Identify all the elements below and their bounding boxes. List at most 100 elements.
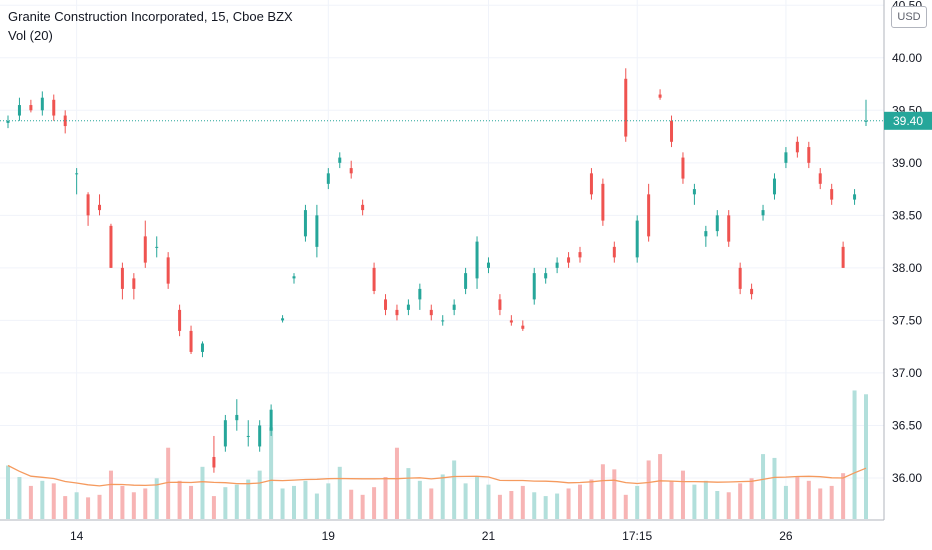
candle-body[interactable] <box>761 210 765 216</box>
candle-body[interactable] <box>40 97 44 111</box>
candle-body[interactable] <box>567 257 571 263</box>
candle-body[interactable] <box>178 309 182 331</box>
price-tick-label: 40.00 <box>892 51 922 65</box>
volume-bar <box>6 465 10 519</box>
candle-body[interactable] <box>418 288 422 300</box>
candle-body[interactable] <box>235 414 239 421</box>
volume-bar <box>97 494 102 519</box>
candle-body[interactable] <box>75 173 79 175</box>
price-tick-label: 36.50 <box>892 418 922 432</box>
candle-body[interactable] <box>441 320 445 322</box>
candle-body[interactable] <box>223 420 227 447</box>
volume-bar <box>749 478 754 519</box>
volume-bar <box>692 484 697 519</box>
candle-body[interactable] <box>772 178 776 195</box>
candle-body[interactable] <box>86 194 90 216</box>
candle-body[interactable] <box>681 157 685 179</box>
candle-body[interactable] <box>361 204 365 211</box>
candle-body[interactable] <box>109 225 113 268</box>
volume-bar <box>417 480 422 519</box>
candle-body[interactable] <box>532 273 536 300</box>
candle-body[interactable] <box>338 157 342 163</box>
candle-body[interactable] <box>715 215 719 232</box>
candle-body[interactable] <box>200 343 204 352</box>
candle-body[interactable] <box>818 173 822 184</box>
candle-body[interactable] <box>807 147 811 163</box>
candle-body[interactable] <box>452 304 456 310</box>
candle-body[interactable] <box>578 252 582 258</box>
candle-body[interactable] <box>384 299 388 310</box>
candle-body[interactable] <box>853 194 857 200</box>
candle-body[interactable] <box>658 94 662 98</box>
candle-body[interactable] <box>120 267 124 289</box>
candle-body[interactable] <box>406 304 410 310</box>
candle-body[interactable] <box>292 276 296 279</box>
candle-body[interactable] <box>589 173 593 195</box>
candle-body[interactable] <box>155 246 159 248</box>
candle-body[interactable] <box>189 330 193 352</box>
candle-body[interactable] <box>395 309 399 316</box>
candle-body[interactable] <box>258 425 262 447</box>
candle-body[interactable] <box>303 210 307 237</box>
candle-body[interactable] <box>738 267 742 289</box>
volume-bar <box>864 394 868 519</box>
candle-body[interactable] <box>326 173 330 184</box>
candle-body[interactable] <box>281 318 285 321</box>
candle-body[interactable] <box>486 262 490 268</box>
price-tick-label: 38.50 <box>892 208 922 222</box>
candle-body[interactable] <box>692 189 696 195</box>
candle-body[interactable] <box>841 246 845 268</box>
candle-body[interactable] <box>166 257 170 284</box>
candle-body[interactable] <box>624 78 628 137</box>
candle-body[interactable] <box>29 105 33 111</box>
candle-body[interactable] <box>555 262 559 268</box>
candle-body[interactable] <box>315 215 319 247</box>
candle-body[interactable] <box>864 120 868 122</box>
candle-body[interactable] <box>143 236 147 263</box>
candle-body[interactable] <box>132 278 136 289</box>
volume-bar <box>292 485 296 519</box>
candle-body[interactable] <box>509 320 513 323</box>
candle-body[interactable] <box>63 115 67 127</box>
volume-bar <box>806 480 811 519</box>
candle-body[interactable] <box>635 220 639 258</box>
candle-body[interactable] <box>612 246 616 258</box>
candle-body[interactable] <box>544 273 548 279</box>
time-tick-label: 26 <box>779 529 793 543</box>
time-tick-label: 14 <box>70 529 84 543</box>
candle-body[interactable] <box>429 309 433 316</box>
candle-body[interactable] <box>795 141 799 153</box>
candle-body[interactable] <box>17 105 21 116</box>
candle-body[interactable] <box>98 204 102 211</box>
candle-body[interactable] <box>784 152 788 163</box>
last-price-badge <box>884 111 932 130</box>
candle-body[interactable] <box>750 288 754 295</box>
candle-body[interactable] <box>212 456 216 468</box>
candle-body[interactable] <box>727 215 731 242</box>
candle-body[interactable] <box>647 194 651 237</box>
candle-body[interactable] <box>464 273 468 289</box>
currency-badge[interactable]: USD <box>891 6 927 28</box>
candle-body[interactable] <box>670 120 674 142</box>
candle-body[interactable] <box>498 299 502 310</box>
volume-bar <box>463 483 468 519</box>
candle-body[interactable] <box>246 435 250 437</box>
volume-bar <box>669 480 674 519</box>
candle-body[interactable] <box>372 267 376 291</box>
volume-bar <box>211 496 216 519</box>
candle-body[interactable] <box>830 189 834 200</box>
volume-indicator-label[interactable]: Vol (20) <box>8 28 53 43</box>
candle-body[interactable] <box>52 99 56 116</box>
volume-bar <box>189 485 194 519</box>
volume-bar <box>257 470 262 519</box>
candle-body[interactable] <box>6 120 10 123</box>
candle-body[interactable] <box>269 409 273 431</box>
volume-bar <box>475 477 480 519</box>
candle-body[interactable] <box>704 231 708 237</box>
volume-bar <box>680 470 685 519</box>
candle-body[interactable] <box>601 183 605 221</box>
candle-body[interactable] <box>475 241 479 279</box>
candle-body[interactable] <box>349 168 353 174</box>
candle-body[interactable] <box>521 325 525 329</box>
